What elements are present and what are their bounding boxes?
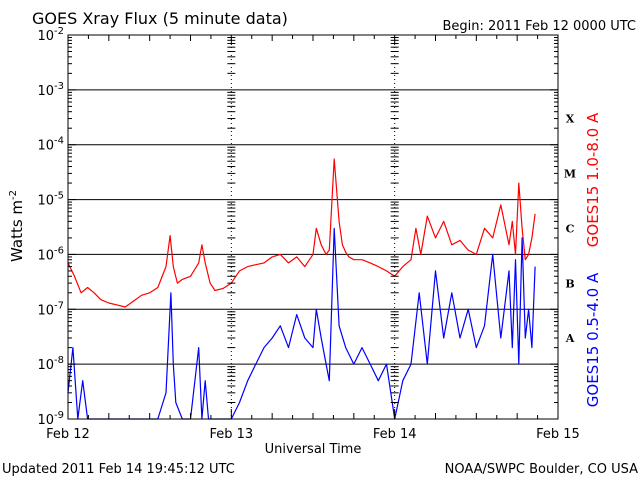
legend-series-2: GOES15 0.5-4.0 A [584,272,602,407]
x-axis-label: Universal Time [265,442,362,457]
y-tick-label: 10-7 [37,300,64,318]
x-tick-label: Feb 15 [536,427,580,442]
y-axis-label: Watts m-2 [8,190,26,262]
credit-label: NOAA/SWPC Boulder, CO USA [445,462,638,477]
series-line-1 [67,158,536,308]
x-tick-label: Feb 14 [373,427,417,442]
chart-title: GOES Xray Flux (5 minute data) [32,9,288,28]
y-axis-label-exp: -2 [8,190,19,200]
updated-timestamp: Updated 2011 Feb 14 19:45:12 UTC [2,462,235,477]
y-axis-ticks: 10-2 10-3 10-4 10-5 10-6 10-7 10-8 10-9 [37,26,558,428]
x-tick-label: Feb 12 [46,427,90,442]
x-axis-ticks: Feb 12 Feb 13 Feb 14 Feb 15 [46,35,580,442]
flare-class-X: X [566,113,575,126]
begin-label: Begin: 2011 Feb 12 0000 UTC [442,19,636,34]
x-tick-label: Feb 13 [209,427,253,442]
y-tick-label: 10-5 [37,191,64,209]
series-line-2 [67,227,536,420]
y-tick-label: 10-9 [37,410,64,428]
flare-class-B: B [565,277,574,290]
plot-frame [67,34,559,420]
y-tick-label: 10-2 [37,26,64,44]
y-tick-label: 10-8 [37,355,64,373]
grid-layer [68,35,558,419]
y-tick-label: 10-4 [37,136,64,154]
flare-class-M: M [564,168,576,181]
flare-class-C: C [566,222,575,235]
y-axis-label-base: Watts m [8,200,26,262]
flare-class-A: A [565,332,575,345]
series-layer [67,158,536,420]
y-tick-label: 10-6 [37,245,64,263]
flare-class-labels: X M C B A [564,113,576,345]
y-tick-label: 10-3 [37,81,64,99]
legend-series-1: GOES15 1.0-8.0 A [584,112,602,247]
